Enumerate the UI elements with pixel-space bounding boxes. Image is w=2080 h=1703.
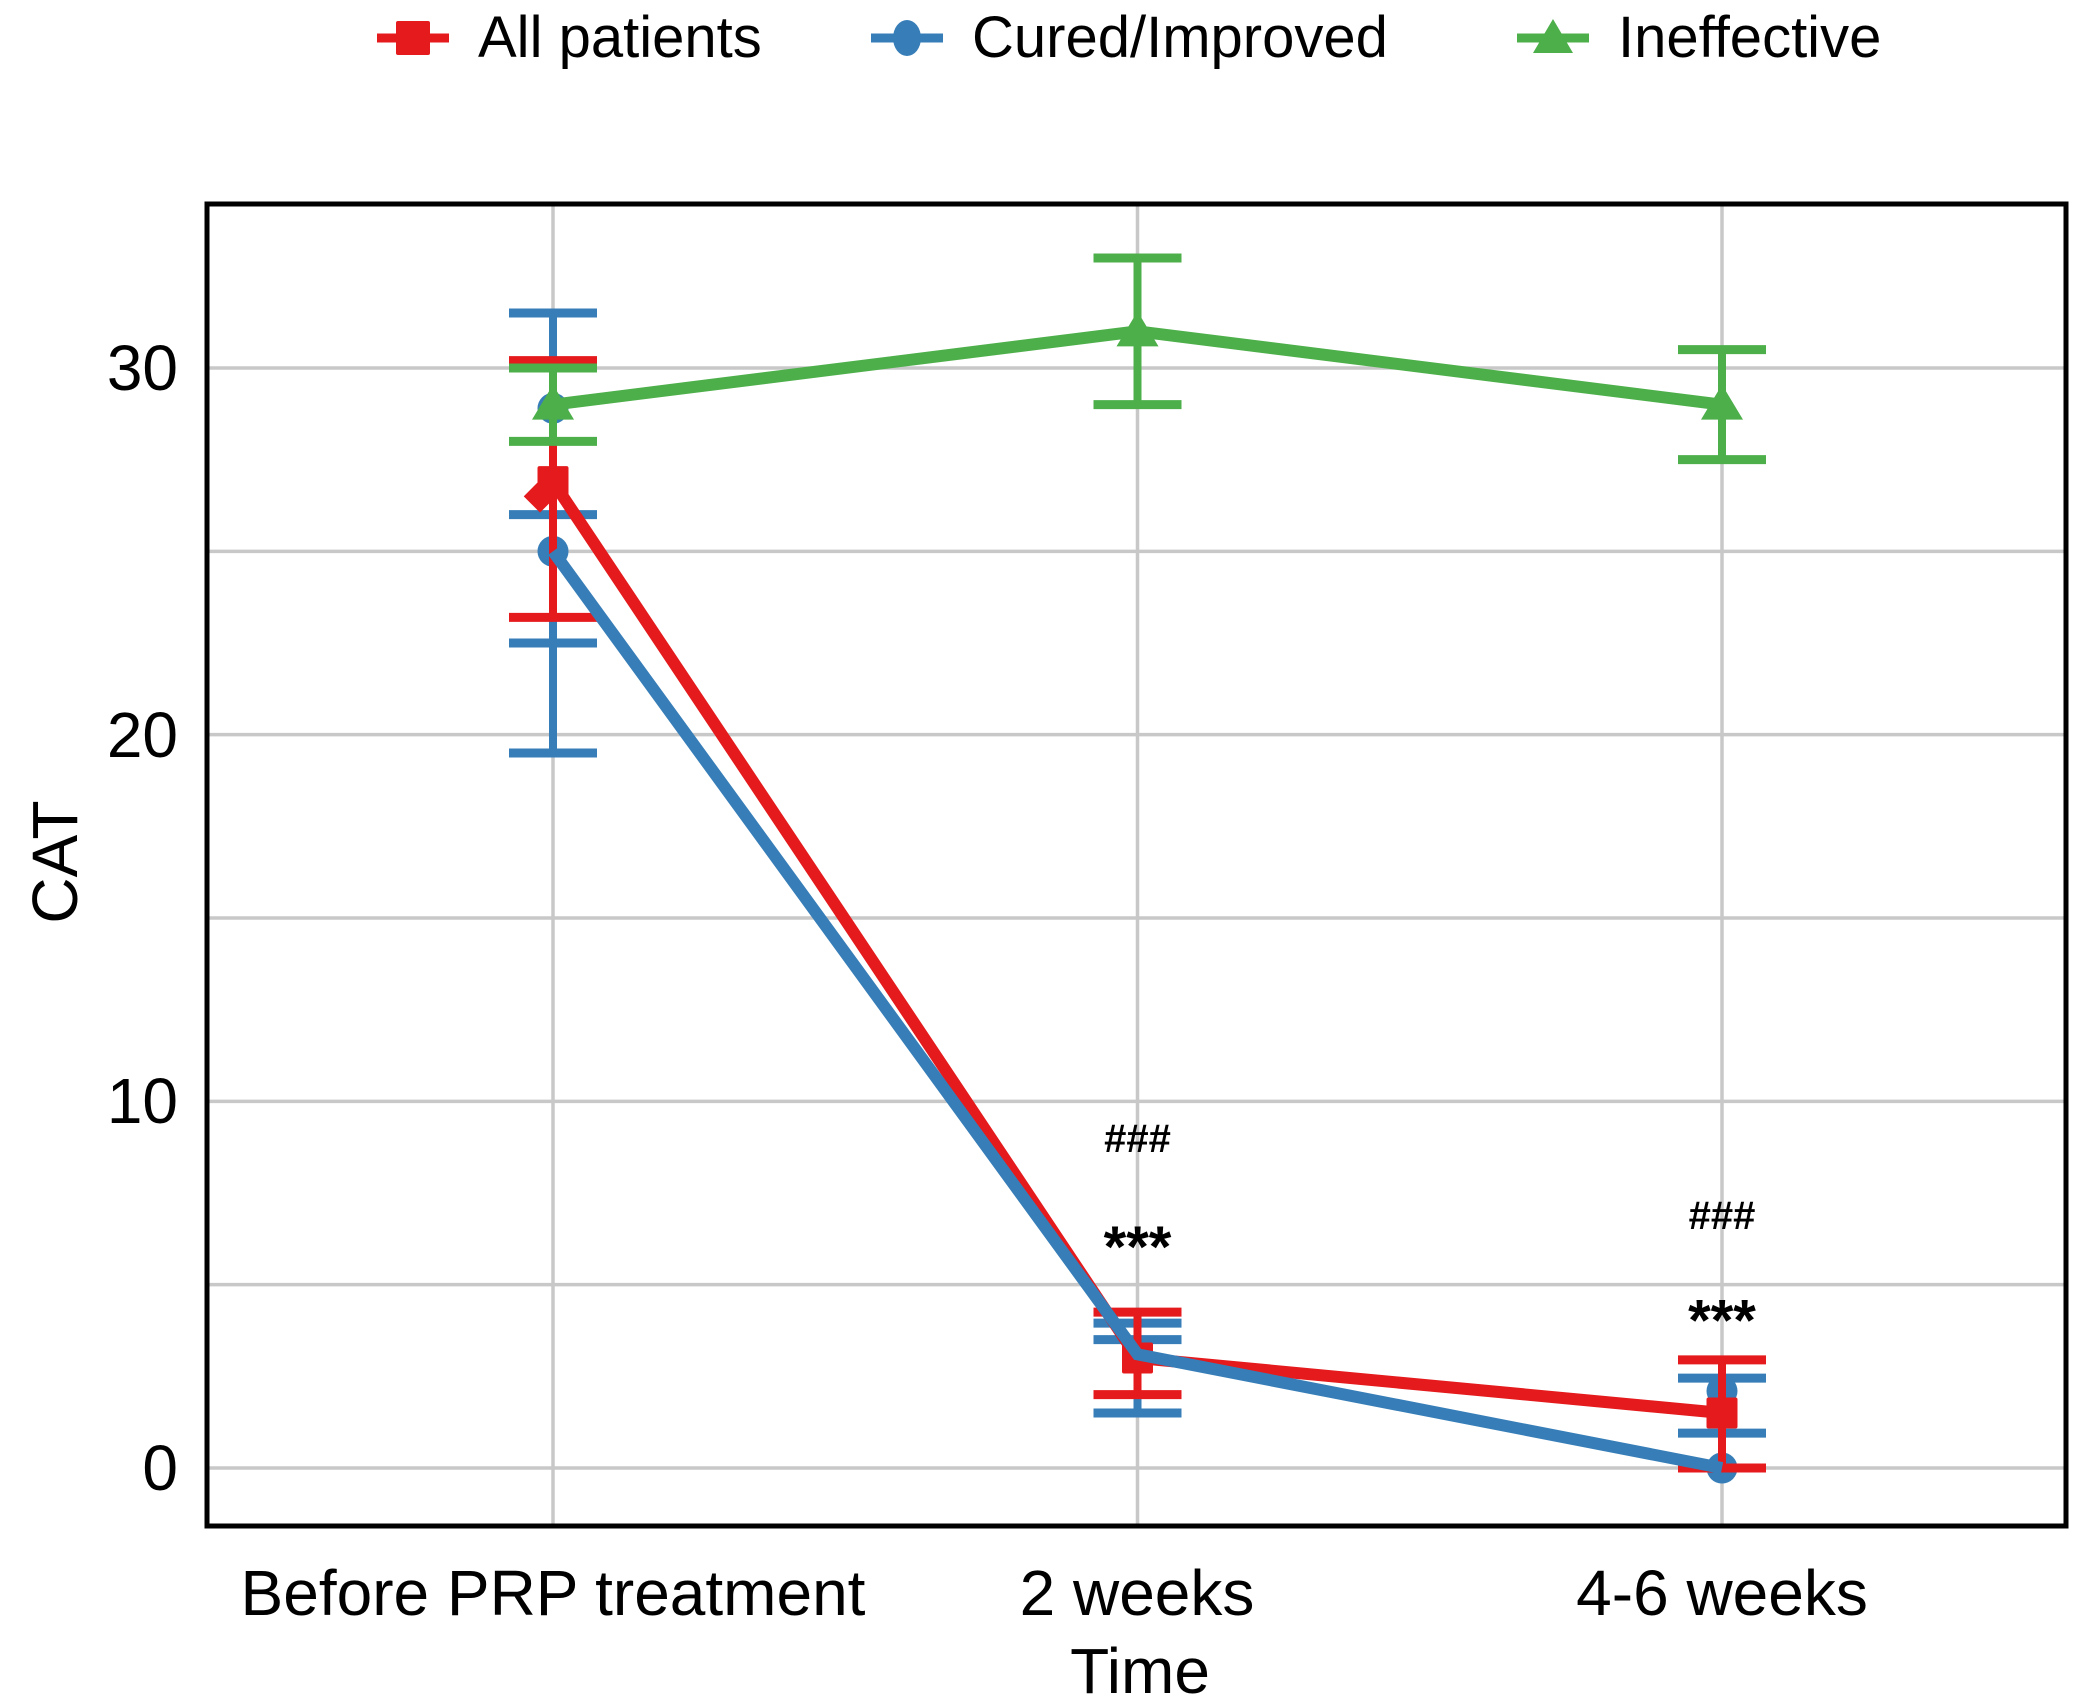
y-tick-10: 10: [106, 1065, 178, 1137]
legend-label: Cured/Improved: [972, 5, 1388, 70]
legend-label: All patients: [478, 5, 762, 70]
circle-marker-icon: [871, 20, 943, 56]
star-significance-annotation: ***: [1104, 1215, 1172, 1280]
y-tick-30: 30: [106, 332, 178, 404]
hash-significance-annotation: ###: [1689, 1194, 1756, 1238]
series-cured-improved-line: [548, 547, 1724, 1474]
legend-item-all-patients: All patients: [374, 6, 762, 70]
x-tick-before-prp: Before PRP treatment: [240, 1557, 866, 1629]
legend-item-cured-improved: Cured/Improved: [868, 6, 1388, 70]
y-tick-0: 0: [142, 1432, 178, 1504]
legend-item-ineffective: Ineffective: [1514, 6, 1881, 70]
x-tick-4-6-weeks: 4-6 weeks: [1576, 1557, 1868, 1629]
y-tick-20: 20: [106, 699, 178, 771]
legend-label: Ineffective: [1618, 5, 1882, 70]
star-significance-annotation: ***: [1688, 1288, 1756, 1353]
x-axis-label: Time: [1070, 1635, 1210, 1703]
significance-annotations: ### *** ### ***: [1104, 1117, 1757, 1353]
square-marker-icon: [377, 21, 449, 55]
series-ineffective: [509, 253, 1766, 465]
plot-border: [204, 201, 2069, 1529]
x-tick-2-weeks: 2 weeks: [1019, 1557, 1255, 1629]
hash-significance-annotation: ###: [1104, 1117, 1171, 1161]
triangle-marker-icon: [1517, 19, 1589, 53]
